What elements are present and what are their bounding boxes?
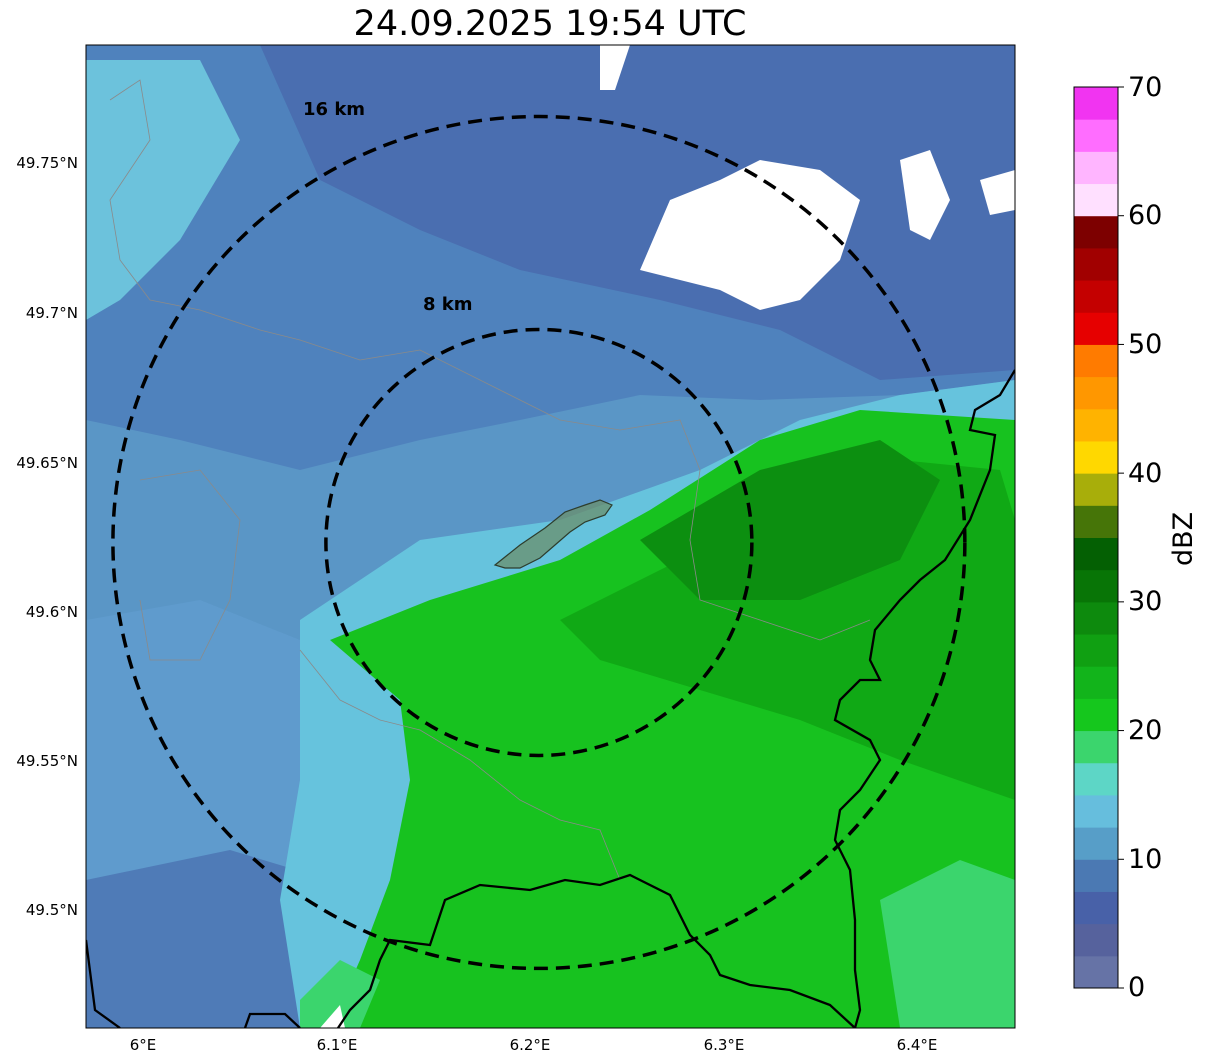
colorbar-tick-label: 0 [1128,972,1146,1003]
colorbar-segment [1074,151,1118,185]
country-border-west [86,939,121,1028]
colorbar-segment [1074,215,1118,249]
admin-border [139,469,241,661]
cyan-band [280,380,1015,1028]
country-border-sw [243,1012,301,1028]
city-outline [493,499,613,569]
colorbar-segment [1074,376,1118,410]
colorbar-segment [1074,859,1118,892]
colorbar-segment [1074,827,1118,860]
colorbar-segment [1074,473,1118,506]
colorbar-segment [1074,87,1118,120]
colorbar-segment [1074,794,1118,828]
range-ring-8km [324,327,754,758]
precip-core [640,440,940,600]
colorbar-title: dBZ [1168,511,1199,566]
colorbar-segment [1074,247,1118,281]
colorbar-frame [1073,86,1119,989]
colorbar-segment [1074,762,1118,796]
nodata-patch [900,150,950,240]
nodata-patch [600,45,630,90]
colorbar-tick-label: 50 [1128,329,1163,360]
colorbar-segment [1074,119,1118,152]
lat-tick-label: 49.6°N [25,603,78,621]
nodata-patch [980,170,1015,215]
colorbar-segment [1074,537,1118,571]
colorbar-tick-label: 30 [1128,586,1163,617]
light-blue-region-west [86,60,240,320]
colorbar-segment [1074,440,1118,474]
range-ring-16km [111,114,967,971]
colorbar-segment [1074,408,1118,442]
colorbar-segment [1074,698,1118,732]
blue-region-northeast [260,45,1015,380]
colorbar [1073,86,1119,989]
colorbar-ticks [1118,86,1124,989]
colorbar-segment [1074,505,1118,538]
colorbar-segment [1074,923,1118,957]
precip-edge-sw [300,960,380,1028]
lon-tick-label: 6.4°E [896,1036,938,1054]
colorbar-segment [1074,280,1118,313]
lon-tick-label: 6.2°E [509,1036,551,1054]
nodata-patch [640,160,860,310]
colorbar-tick-label: 70 [1128,72,1163,103]
admin-border [299,649,621,881]
colorbar-segment [1074,601,1118,635]
country-border-south [337,873,856,1028]
colorbar-segment [1074,344,1118,378]
lat-tick-label: 49.65°N [16,454,78,472]
nodata-patch [320,1005,345,1028]
colorbar-segment [1074,891,1118,925]
lon-tick-label: 6.3°E [703,1036,745,1054]
colorbar-segment [1074,183,1118,217]
colorbar-segment [1074,312,1118,345]
colorbar-segment [1074,569,1118,603]
colorbar-tick-label: 40 [1128,458,1163,489]
colorbar-segment [1074,955,1118,989]
lat-tick-label: 49.75°N [16,154,78,172]
colorbar-tick-label: 10 [1128,844,1163,875]
colorbar-segment [1074,666,1118,699]
precip-edge-se [880,860,1015,1028]
lat-tick-label: 49.5°N [25,901,78,919]
range-rings [111,114,967,971]
lat-tick-label: 49.7°N [25,304,78,322]
country-border-east [833,369,1015,1028]
ring-label-8km: 8 km [423,294,473,315]
colorbar-tick-label: 60 [1128,200,1163,231]
colorbar-segment [1074,634,1118,667]
admin-border [109,79,871,641]
colorbar-segment [1074,730,1118,764]
map-frame [85,44,1016,1029]
colorbar-tick-label: 20 [1128,715,1163,746]
ring-label-16km: 16 km [303,99,365,120]
map-title: 24.09.2025 19:54 UTC [353,4,747,44]
lon-tick-label: 6°E [129,1036,157,1054]
lon-tick-label: 6.1°E [316,1036,358,1054]
lat-tick-label: 49.55°N [16,752,78,770]
